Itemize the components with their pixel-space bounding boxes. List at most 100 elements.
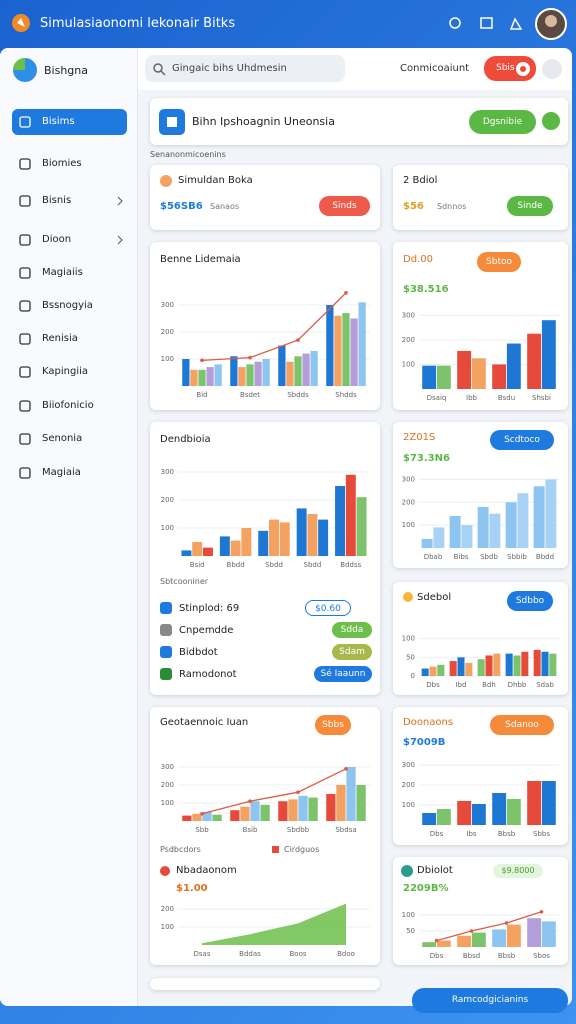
card-icon [160, 866, 170, 876]
button-icon [516, 62, 530, 76]
bar [230, 540, 241, 556]
card-title: 2 Bdiol [403, 175, 438, 186]
card-button[interactable]: Sinds [319, 196, 370, 216]
banner-button[interactable]: Dgsnibie [469, 110, 536, 134]
bar [457, 657, 465, 676]
bar [238, 367, 246, 386]
bar [471, 804, 486, 825]
nav-label[interactable]: Biomies [42, 158, 82, 169]
banner-card: Bihn Ipshoagnin Uneonsia Dgsnibie [150, 98, 568, 145]
bar [182, 359, 190, 386]
top-icons[interactable] [445, 14, 535, 34]
icon-shape [19, 333, 31, 345]
line-point [296, 790, 300, 794]
bar [521, 651, 529, 676]
card-button[interactable]: Sbtoo [477, 252, 521, 272]
nav-label[interactable]: Bisims [42, 116, 75, 127]
bar [286, 361, 294, 386]
card-caption: Sdnnos [437, 202, 467, 211]
icon-shape [19, 234, 31, 246]
avatar[interactable] [535, 8, 567, 40]
chart-card: Dbiolot $9.8000 2209B% 50 100 Dbs Bbsd Bbsb S… [393, 857, 568, 965]
bar [421, 538, 433, 548]
bar [302, 353, 310, 386]
bar [433, 527, 445, 548]
x-tick-label: Bbsd [463, 952, 480, 960]
x-tick-label: Dbab [424, 553, 443, 561]
card-button[interactable]: Sdanoo [490, 715, 554, 735]
row-button[interactable]: Sdam [332, 644, 372, 660]
footer-button[interactable]: Ramcodgicianins [412, 988, 568, 1013]
bar [310, 350, 318, 386]
card-title: Doonaons [403, 717, 454, 728]
bar [212, 814, 222, 821]
card-value: $7009B [403, 737, 446, 748]
x-tick-label: Boos [289, 950, 306, 958]
nav-label[interactable]: Bisnis [42, 195, 72, 206]
y-tick-label: 100 [161, 355, 174, 363]
bar [449, 516, 461, 548]
nav-label[interactable]: Biiofonicio [42, 400, 94, 411]
nav-label[interactable]: Kapingiia [42, 366, 89, 377]
card-button[interactable]: Sbbs [315, 715, 351, 735]
x-tick-label: Bsid [190, 561, 205, 569]
bar [260, 804, 270, 821]
chart: 100 200 Dsas Bddas Boos Bdoo [161, 903, 370, 958]
nav-label[interactable]: Dioon [42, 234, 72, 245]
row-icon [160, 624, 172, 636]
card-button[interactable]: Sdbbo [507, 591, 553, 611]
row-label: Bidbdot [179, 647, 218, 658]
nav-label[interactable]: Magiaia [42, 467, 81, 478]
bar [250, 801, 260, 821]
nav-label[interactable]: Bssnogyia [42, 300, 93, 311]
icon-shape [19, 116, 31, 128]
x-tick-label: Ibb [466, 394, 478, 402]
card-title: Sdebol [417, 592, 452, 603]
bar [541, 921, 556, 947]
card-button[interactable]: Sinde [507, 196, 553, 216]
bar [181, 550, 192, 556]
nav-icon [19, 366, 31, 378]
legend-label: Cirdguos [284, 845, 320, 854]
bar [549, 653, 557, 676]
card-title: Dendbioia [160, 434, 211, 445]
bar [326, 794, 336, 821]
banner-icon-button[interactable] [542, 112, 560, 130]
account-link[interactable]: Conmicoaiunt [400, 63, 470, 74]
bar [358, 302, 366, 386]
bar [485, 655, 493, 676]
y-tick-label: 100 [402, 635, 415, 643]
y-tick-label: 100 [402, 911, 415, 919]
nav-label[interactable]: Senonia [42, 433, 83, 444]
row-button[interactable]: Sdda [332, 622, 372, 638]
bar [307, 514, 318, 556]
row-button[interactable]: $0.60 [305, 600, 351, 616]
nav-label[interactable]: Magiaiis [42, 267, 83, 278]
bar [278, 345, 286, 386]
bar [345, 474, 356, 556]
x-tick-label: Dhbb [508, 681, 527, 689]
banner-title: Bihn Ipshoagnin Uneonsia [192, 115, 335, 128]
x-tick-label: Dbs [430, 952, 444, 960]
bar [461, 525, 473, 548]
settings-button[interactable] [541, 58, 563, 80]
search-box[interactable] [145, 55, 345, 82]
chevron-shape [117, 196, 123, 206]
nav-label[interactable]: Renisia [42, 333, 78, 344]
bar [346, 767, 356, 821]
line-point [200, 358, 204, 363]
legend-title: Psdbcdors [160, 845, 201, 854]
row-icon [160, 646, 172, 658]
bar [457, 350, 472, 389]
chevron-shape [117, 235, 123, 245]
card-button[interactable]: Scdtoco [490, 430, 554, 450]
nav-active[interactable] [12, 109, 127, 135]
line-point [504, 921, 509, 925]
nav-icon [19, 158, 31, 170]
row-button[interactable]: Sé Iaaunn [314, 666, 372, 682]
bar [517, 493, 529, 548]
card-value: $38.516 [403, 284, 449, 295]
x-tick-label: Shdds [335, 391, 357, 399]
x-tick-label: Sbbib [507, 553, 527, 561]
y-tick-label: 50 [406, 927, 415, 935]
